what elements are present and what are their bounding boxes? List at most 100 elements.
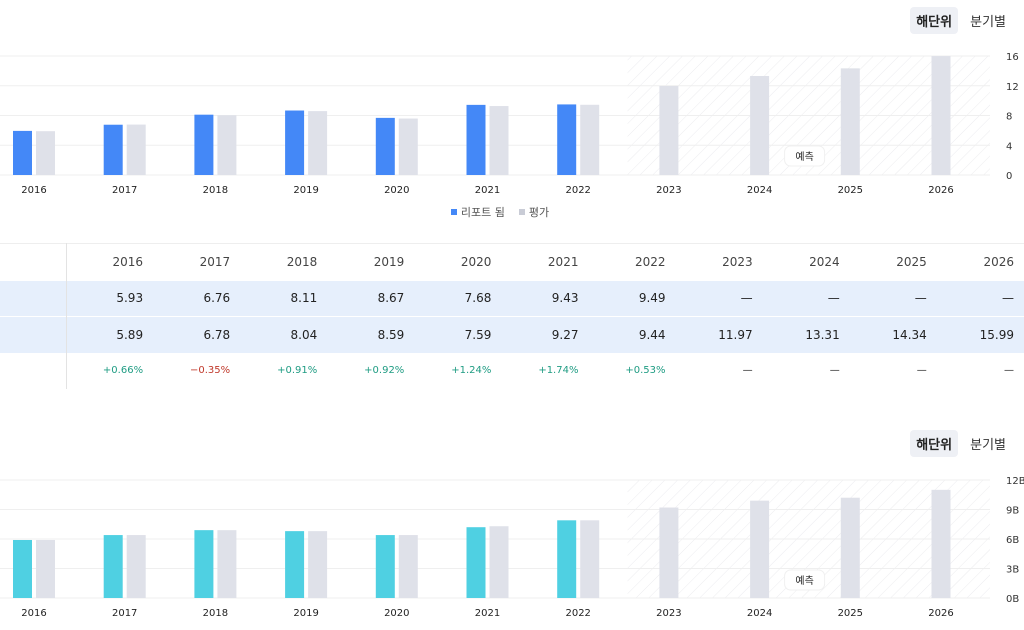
bar-reported-2017[interactable] bbox=[103, 124, 123, 175]
bar-estimate-2021[interactable] bbox=[489, 106, 509, 175]
bar-estimate-2020[interactable] bbox=[398, 535, 418, 598]
bar-estimate-2018[interactable] bbox=[217, 115, 237, 175]
bar-reported-2021[interactable] bbox=[466, 527, 486, 598]
annual-button[interactable]: 해단위 bbox=[910, 430, 959, 457]
table-header-cell: 2024 bbox=[762, 243, 850, 281]
y-tick-label: 4 bbox=[1006, 141, 1012, 152]
table-cell: 15.99 bbox=[936, 316, 1024, 353]
bar-estimate-2020[interactable] bbox=[398, 118, 418, 175]
table-header-cell: 2017 bbox=[153, 243, 241, 281]
bar-estimate-2024[interactable] bbox=[750, 500, 770, 598]
bar-reported-2019[interactable] bbox=[285, 110, 305, 175]
bar-reported-2018[interactable] bbox=[194, 530, 214, 598]
bar-reported-2022[interactable] bbox=[557, 104, 577, 175]
legend-reported[interactable]: 리포트 됨 bbox=[450, 204, 505, 220]
table-header-row: 2016 2017 2018 2019 2020 2021 2022 2023 2024 2025… bbox=[0, 243, 1024, 281]
bar-estimate-2019[interactable] bbox=[308, 531, 328, 598]
table-row-surprise: +0.66% −0.35% +0.91% +0.92% +1.24% +1.74% +0.5… bbox=[0, 352, 1024, 389]
table-cell: 9.43 bbox=[501, 280, 589, 317]
bar-reported-2017[interactable] bbox=[103, 535, 123, 598]
y-tick-label: 0 bbox=[1006, 171, 1012, 182]
x-tick-label: 2021 bbox=[475, 185, 500, 196]
legend-reported-swatch bbox=[450, 209, 457, 215]
x-tick-label: 2024 bbox=[747, 185, 772, 196]
y-tick-label: 8 bbox=[1006, 112, 1012, 123]
bar-reported-2021[interactable] bbox=[466, 104, 486, 175]
table-cell: +0.92% bbox=[364, 365, 405, 376]
bar-estimate-2019[interactable] bbox=[308, 111, 328, 175]
bar-reported-2016[interactable] bbox=[13, 539, 32, 598]
x-tick-label: 2018 bbox=[203, 185, 228, 196]
table-header-cell: 2025 bbox=[849, 243, 937, 281]
y-tick-label: 6B bbox=[1006, 535, 1019, 546]
y-tick-label: 16 bbox=[1006, 52, 1019, 63]
table-cell: 9.44 bbox=[588, 316, 676, 353]
legend-reported-label: 리포트 됨 bbox=[460, 206, 505, 219]
table-cell: — bbox=[849, 280, 937, 317]
bar-reported-2022[interactable] bbox=[557, 520, 577, 598]
x-tick-label: 2025 bbox=[838, 185, 863, 196]
x-tick-label: 2021 bbox=[475, 608, 500, 619]
period-toggle-bottom: 해단위 분기별 bbox=[910, 430, 1012, 457]
table-header-cell: 2019 bbox=[327, 243, 415, 281]
forecast-badge-label: 예측 bbox=[795, 151, 813, 163]
row-label bbox=[0, 352, 67, 389]
bar-estimate-2023[interactable] bbox=[659, 507, 679, 598]
bar-reported-2016[interactable] bbox=[13, 130, 32, 175]
table-row-reported: 5.93 6.76 8.11 8.67 7.68 9.43 9.49— — — — bbox=[0, 280, 1024, 317]
table-cell: 7.59 bbox=[414, 316, 502, 353]
bar-reported-2020[interactable] bbox=[375, 535, 395, 598]
table-cell: 8.04 bbox=[240, 316, 328, 353]
row-label bbox=[0, 316, 67, 353]
row-label bbox=[0, 280, 67, 317]
x-tick-label: 2016 bbox=[21, 185, 46, 196]
table-cell: +0.66% bbox=[102, 365, 144, 376]
bar-estimate-2025[interactable] bbox=[840, 68, 860, 175]
x-tick-label: 2024 bbox=[747, 608, 772, 619]
bar-estimate-2021[interactable] bbox=[489, 526, 509, 598]
bar-estimate-2016[interactable] bbox=[36, 539, 55, 598]
legend-estimate-swatch bbox=[518, 209, 525, 215]
bar-estimate-2024[interactable] bbox=[750, 76, 770, 175]
table-cell: — bbox=[675, 280, 763, 317]
table-cell: — bbox=[742, 365, 753, 376]
table-cell: 13.31 bbox=[762, 316, 850, 353]
table-cell: — bbox=[762, 280, 850, 317]
table-cell: — bbox=[936, 280, 1024, 317]
table-cell: 9.27 bbox=[501, 316, 589, 353]
quarterly-button[interactable]: 분기별 bbox=[970, 15, 1006, 30]
x-tick-label: 2025 bbox=[838, 608, 863, 619]
bar-estimate-2018[interactable] bbox=[217, 530, 237, 598]
x-tick-label: 2017 bbox=[112, 608, 137, 619]
bar-estimate-2022[interactable] bbox=[580, 104, 600, 175]
table-header-cell: 2022 bbox=[588, 243, 676, 281]
bar-reported-2020[interactable] bbox=[375, 117, 395, 175]
period-toggle-top: 해단위 분기별 bbox=[910, 7, 1012, 34]
table-header-cell: 2016 bbox=[66, 243, 154, 281]
bar-estimate-2026[interactable] bbox=[931, 56, 951, 176]
table-cell: +1.74% bbox=[538, 365, 579, 376]
bar-estimate-2026[interactable] bbox=[931, 489, 951, 598]
bar-estimate-2023[interactable] bbox=[659, 85, 679, 175]
bar-estimate-2017[interactable] bbox=[126, 535, 146, 598]
bar-reported-2018[interactable] bbox=[194, 114, 214, 175]
legend-estimate-label: 평가 bbox=[528, 206, 550, 219]
y-tick-label: 12 bbox=[1006, 82, 1019, 93]
bar-estimate-2016[interactable] bbox=[36, 131, 55, 175]
table-cell: — bbox=[1004, 365, 1014, 376]
legend-estimate[interactable]: 평가 bbox=[518, 204, 550, 220]
table-cell: −0.35% bbox=[190, 365, 231, 376]
quarterly-button[interactable]: 분기별 bbox=[970, 438, 1006, 453]
bar-estimate-2022[interactable] bbox=[580, 520, 600, 598]
x-tick-label: 2019 bbox=[293, 608, 318, 619]
annual-button[interactable]: 해단위 bbox=[910, 7, 959, 34]
y-tick-label: 3B bbox=[1006, 565, 1019, 576]
bar-reported-2019[interactable] bbox=[285, 531, 305, 598]
bar-estimate-2025[interactable] bbox=[840, 497, 860, 598]
table-cell: 11.97 bbox=[675, 316, 763, 353]
x-tick-label: 2026 bbox=[928, 608, 953, 619]
bar-estimate-2017[interactable] bbox=[126, 124, 146, 175]
revenue-chart: 0B 3B 6B 9B 12B 2016 2017 2018 2019 2020 2021 2022 2… bbox=[0, 476, 1024, 619]
table-cell: 14.34 bbox=[849, 316, 937, 353]
x-tick-label: 2017 bbox=[112, 185, 137, 196]
